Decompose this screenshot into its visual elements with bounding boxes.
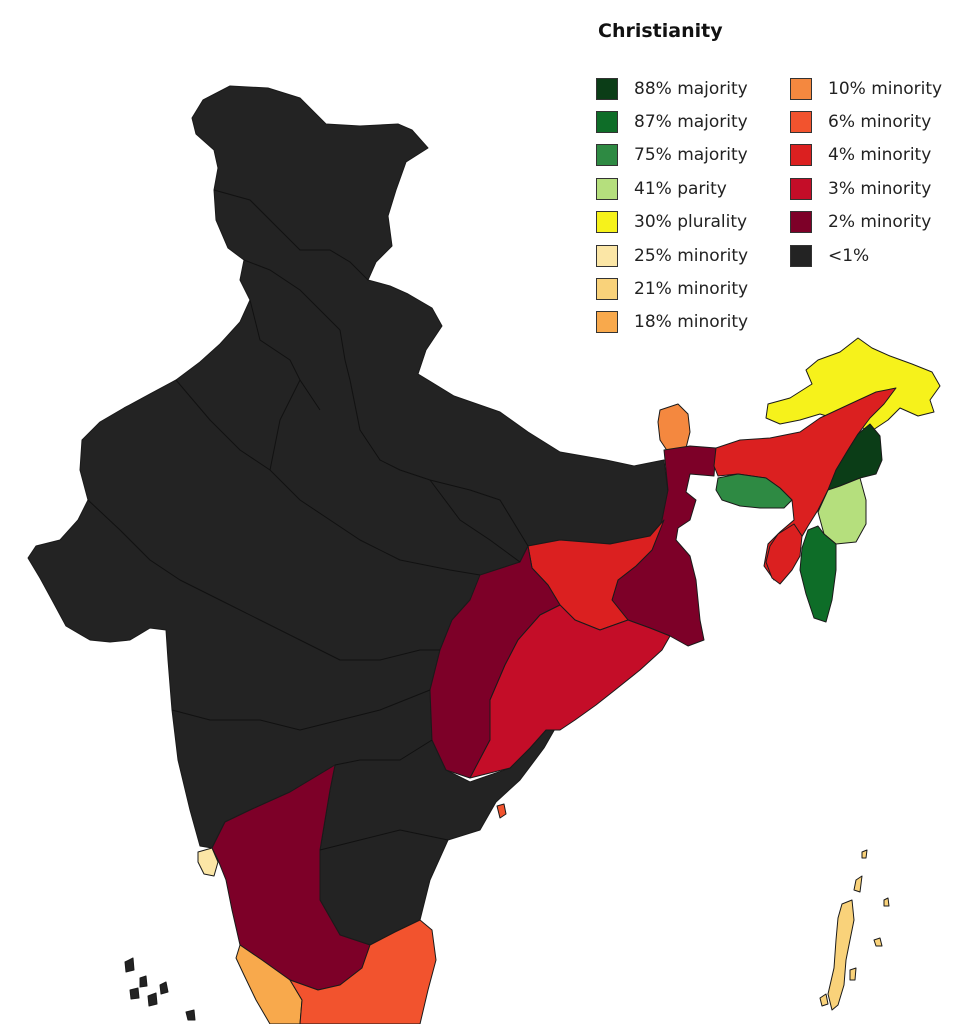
legend-item: <1% bbox=[790, 239, 942, 272]
legend-item: 41% parity bbox=[596, 172, 748, 205]
region-tripura bbox=[765, 523, 803, 585]
region-andaman-nicobar bbox=[819, 849, 890, 1011]
legend-item: 88% majority bbox=[596, 72, 748, 105]
legend-swatch bbox=[596, 311, 618, 334]
region-mizoram bbox=[799, 525, 837, 623]
legend-item: 6% minority bbox=[790, 105, 942, 138]
legend-swatch bbox=[790, 111, 812, 134]
legend-label: 6% minority bbox=[828, 112, 932, 133]
region-less-than-1-percent bbox=[27, 85, 669, 946]
region-lakshadweep bbox=[124, 957, 196, 1021]
legend-swatch bbox=[596, 111, 618, 134]
legend-label: 4% minority bbox=[828, 145, 932, 166]
legend-label: 87% majority bbox=[634, 112, 748, 133]
legend-swatch bbox=[790, 244, 812, 267]
legend-item: 25% minority bbox=[596, 239, 748, 272]
legend-swatch bbox=[596, 244, 618, 267]
region-meghalaya bbox=[715, 473, 793, 509]
legend-item: 30% plurality bbox=[596, 206, 748, 239]
legend-label: 2% minority bbox=[828, 212, 932, 233]
legend-swatch bbox=[790, 144, 812, 167]
legend-item: 4% minority bbox=[790, 139, 942, 172]
legend-label: 21% minority bbox=[634, 279, 749, 300]
legend-label: 30% plurality bbox=[634, 212, 748, 233]
region-odisha bbox=[469, 604, 671, 779]
legend-label: 3% minority bbox=[828, 178, 932, 199]
region-sikkim bbox=[657, 403, 691, 453]
legend-swatch bbox=[596, 77, 618, 100]
legend-item: 3% minority bbox=[790, 172, 942, 205]
legend-swatch bbox=[790, 211, 812, 234]
region-puducherry bbox=[496, 803, 507, 819]
legend-label: 18% minority bbox=[634, 312, 749, 333]
legend-swatch bbox=[790, 177, 812, 200]
legend-item: 10% minority bbox=[790, 72, 942, 105]
region-tamil-nadu bbox=[289, 919, 437, 1024]
legend-swatch bbox=[790, 77, 812, 100]
region-kerala bbox=[235, 944, 303, 1024]
legend-label: <1% bbox=[828, 245, 870, 266]
legend-item: 18% minority bbox=[596, 306, 748, 339]
legend-column-2: 10% minority 6% minority 4% minority 3% min… bbox=[790, 72, 942, 272]
legend-swatch bbox=[596, 177, 618, 200]
legend-column-1: 88% majority 87% majority 75% majority 41% … bbox=[596, 72, 748, 339]
legend-swatch bbox=[596, 144, 618, 167]
legend-label: 41% parity bbox=[634, 178, 727, 199]
legend-item: 21% minority bbox=[596, 272, 748, 305]
legend-item: 75% majority bbox=[596, 139, 748, 172]
region-arunachal-pradesh bbox=[765, 337, 941, 433]
legend-swatch bbox=[596, 211, 618, 234]
legend-item: 87% majority bbox=[596, 105, 748, 138]
legend-label: 25% minority bbox=[634, 245, 749, 266]
region-goa bbox=[197, 847, 219, 877]
legend-label: 88% majority bbox=[634, 78, 748, 99]
legend-label: 10% minority bbox=[828, 78, 943, 99]
legend-label: 75% majority bbox=[634, 145, 748, 166]
legend-item: 2% minority bbox=[790, 206, 942, 239]
region-manipur bbox=[817, 477, 867, 545]
legend-title: Christianity bbox=[598, 20, 723, 42]
legend-swatch bbox=[596, 278, 618, 301]
internal-state-borders bbox=[87, 189, 529, 851]
